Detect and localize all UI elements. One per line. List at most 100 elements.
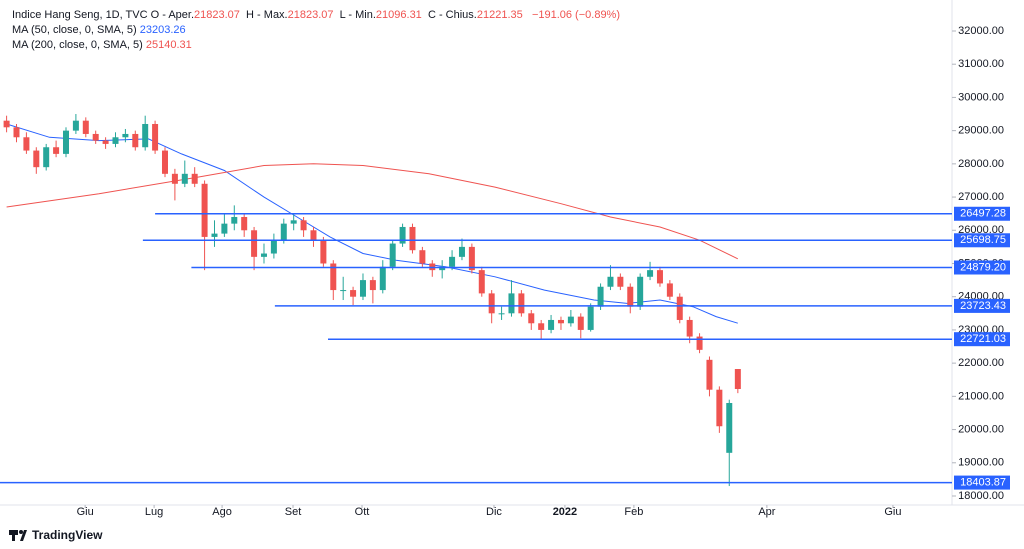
change: −191.06 (−0.89%) — [531, 9, 621, 21]
candle-body — [53, 147, 60, 154]
ohlc-value: 21221.35 — [476, 9, 523, 21]
candle-body — [458, 246, 465, 257]
candle-body — [498, 313, 505, 315]
candle-body — [310, 230, 317, 241]
candle-body — [369, 280, 376, 291]
candle-body — [152, 123, 159, 151]
candle-body — [23, 137, 30, 151]
candle-body — [577, 316, 584, 330]
x-tick-label: Set — [285, 506, 302, 518]
candle-body — [627, 286, 634, 307]
candle-body — [419, 250, 426, 264]
ohlc-key: C — [427, 9, 436, 21]
ohlc-name: Max. — [263, 9, 288, 21]
y-tick-label: 19000.00 — [958, 457, 1004, 469]
candle-body — [528, 313, 535, 324]
candle-body — [597, 286, 604, 307]
candle-body — [399, 226, 406, 244]
candle-body — [557, 319, 564, 324]
ohlc-name: Chius. — [445, 9, 477, 21]
candle-body — [280, 223, 287, 241]
candle-body — [112, 137, 119, 144]
y-tick-label: 29000.00 — [958, 125, 1004, 137]
candle-body — [567, 316, 574, 324]
level-price-label: 18403.87 — [960, 476, 1006, 488]
y-tick-label: 30000.00 — [958, 91, 1004, 103]
ohlc-value: 21823.07 — [194, 9, 240, 21]
candle-body — [734, 369, 741, 390]
ohlc-key: O — [150, 9, 160, 21]
candle-body — [3, 120, 10, 128]
level-price-label: 24879.20 — [960, 261, 1006, 273]
level-price-label: 26497.28 — [960, 208, 1006, 220]
candle-body — [389, 243, 396, 267]
candle-body — [488, 293, 495, 314]
y-tick-label: 18000.00 — [958, 490, 1004, 502]
candle-body — [142, 123, 149, 148]
candle-body — [260, 253, 267, 257]
candle-body — [518, 293, 525, 314]
ohlc-key: H — [246, 9, 254, 21]
candle-body — [647, 270, 654, 277]
candle-body — [666, 283, 673, 297]
level-price-label: 23723.43 — [960, 300, 1006, 312]
candle-body — [241, 216, 248, 231]
x-tick-label: Lug — [145, 506, 163, 518]
candle-body — [43, 147, 50, 168]
candle-body — [161, 150, 168, 174]
y-tick-label: 22000.00 — [958, 357, 1004, 369]
ma50-legend: MA (50, close, 0, SMA, 5) 23203.26 — [12, 23, 186, 37]
candle-body — [33, 150, 40, 168]
level-price-box — [954, 298, 1010, 313]
x-tick-label: Ago — [212, 506, 232, 518]
candle-body — [181, 173, 188, 184]
candle-body — [696, 336, 703, 350]
y-tick-label: 20000.00 — [958, 423, 1004, 435]
candle-body — [92, 133, 99, 141]
tradingview-logo — [9, 530, 27, 541]
candle-body — [439, 266, 446, 271]
candle-body — [587, 306, 594, 330]
candle-body — [270, 240, 277, 254]
y-tick-label: 31000.00 — [958, 58, 1004, 70]
ma200-legend: MA (200, close, 0, SMA, 5) 25140.31 — [12, 38, 192, 52]
ohlc-header: Indice Hang Seng, 1D, TVC O - Aper.21823… — [12, 8, 620, 22]
x-tick-label: Feb — [624, 506, 643, 518]
ohlc-name: Min. — [355, 9, 376, 21]
y-tick-label: 28000.00 — [958, 158, 1004, 170]
candle-body — [62, 130, 69, 154]
x-tick-label: Dic — [486, 506, 502, 518]
candle-body — [201, 183, 208, 237]
candle-body — [330, 263, 337, 291]
x-tick-label: Apr — [758, 506, 775, 518]
candle-body — [468, 246, 475, 271]
level-price-label: 22721.03 — [960, 333, 1006, 345]
candle-body — [122, 133, 129, 138]
candle-body — [538, 323, 545, 330]
candle-body — [617, 276, 624, 287]
ma-name: MA (200, close, 0, SMA, 5) — [12, 39, 143, 51]
candle-body — [706, 359, 713, 390]
candle-body — [350, 290, 357, 297]
footer-brand: TradingView — [32, 528, 103, 542]
candle-body — [548, 319, 555, 330]
x-tick-label: Giu — [77, 506, 94, 518]
moving-average-line — [6, 163, 739, 260]
candle-body — [340, 290, 347, 292]
candle-body — [637, 276, 644, 307]
level-price-box — [954, 233, 1010, 248]
y-tick-label: 27000.00 — [958, 191, 1004, 203]
candle-body — [508, 293, 515, 314]
candle-body — [300, 220, 307, 231]
level-price-box — [954, 475, 1010, 490]
ohlc-key: L — [339, 9, 346, 21]
candle-body — [251, 230, 258, 257]
candle-body — [82, 120, 89, 134]
candle-body — [449, 256, 456, 267]
ma-name: MA (50, close, 0, SMA, 5) — [12, 24, 137, 36]
level-price-box — [954, 332, 1010, 347]
ohlc-value: 21096.31 — [375, 9, 422, 21]
ma-value: 23203.26 — [139, 24, 186, 36]
